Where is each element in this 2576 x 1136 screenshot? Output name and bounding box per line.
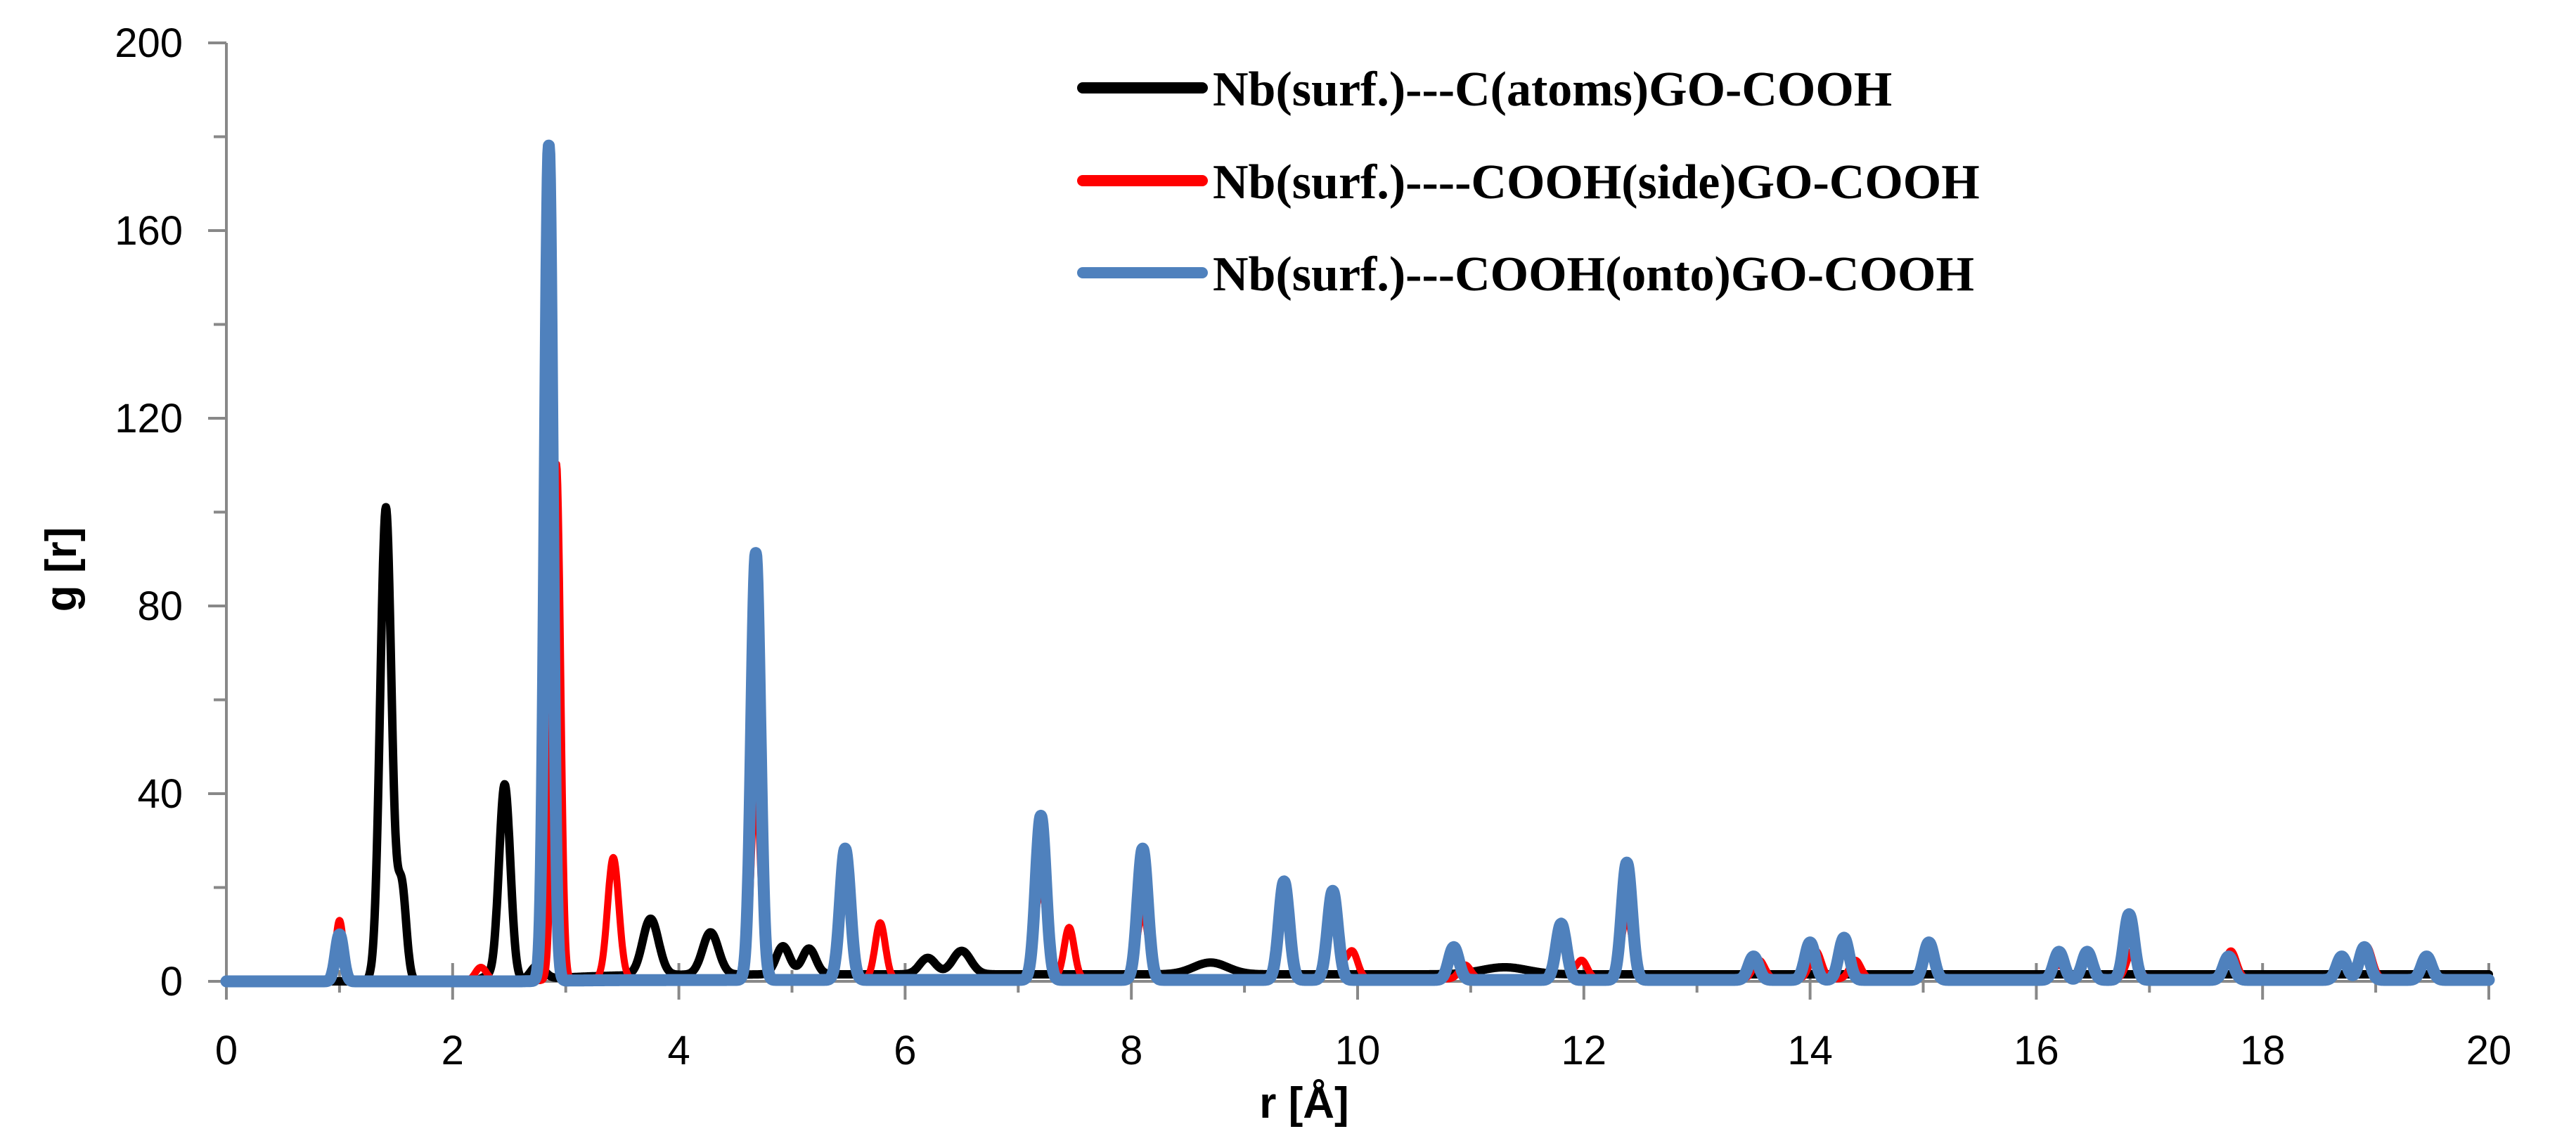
y-tick-label: 160 — [115, 208, 183, 254]
y-axis-title: g [r] — [37, 527, 86, 612]
x-tick-label: 6 — [894, 1028, 916, 1073]
x-tick-label: 20 — [2466, 1028, 2512, 1073]
x-axis-title: r [Å] — [1259, 1079, 1348, 1128]
x-tick-label: 10 — [1335, 1028, 1381, 1073]
series-line-2 — [220, 139, 2495, 988]
x-tick-label: 18 — [2240, 1028, 2286, 1073]
x-tick-label: 16 — [2014, 1028, 2059, 1073]
legend-label-nb-cooh-side: Nb(surf.)----COOH(side)GO-COOH — [1213, 155, 1980, 209]
x-tick-label: 0 — [215, 1028, 238, 1073]
series-line-1 — [223, 460, 2492, 985]
plot-area: 0 40 80 120 160 200 0 2 4 6 8 10 12 14 16 18 20 — [115, 20, 2511, 1073]
legend: Nb(surf.)---C(atoms)GO-COOH Nb(surf.)---… — [1077, 63, 1980, 302]
y-tick-label: 200 — [115, 20, 183, 66]
x-tick-label: 8 — [1120, 1028, 1142, 1073]
x-tick-label: 4 — [667, 1028, 690, 1073]
legend-label-nb-cooh-onto: Nb(surf.)---COOH(onto)GO-COOH — [1213, 247, 1974, 302]
y-tick-label: 80 — [137, 583, 183, 629]
x-tick-label: 14 — [1787, 1028, 1833, 1073]
y-tick-label: 40 — [137, 771, 183, 817]
y-tick-label: 0 — [160, 959, 183, 1005]
legend-label-nb-c-atoms: Nb(surf.)---C(atoms)GO-COOH — [1213, 63, 1892, 117]
x-tick-label: 12 — [1561, 1028, 1607, 1073]
y-tick-label: 120 — [115, 396, 183, 441]
x-tick-label: 2 — [442, 1028, 464, 1073]
